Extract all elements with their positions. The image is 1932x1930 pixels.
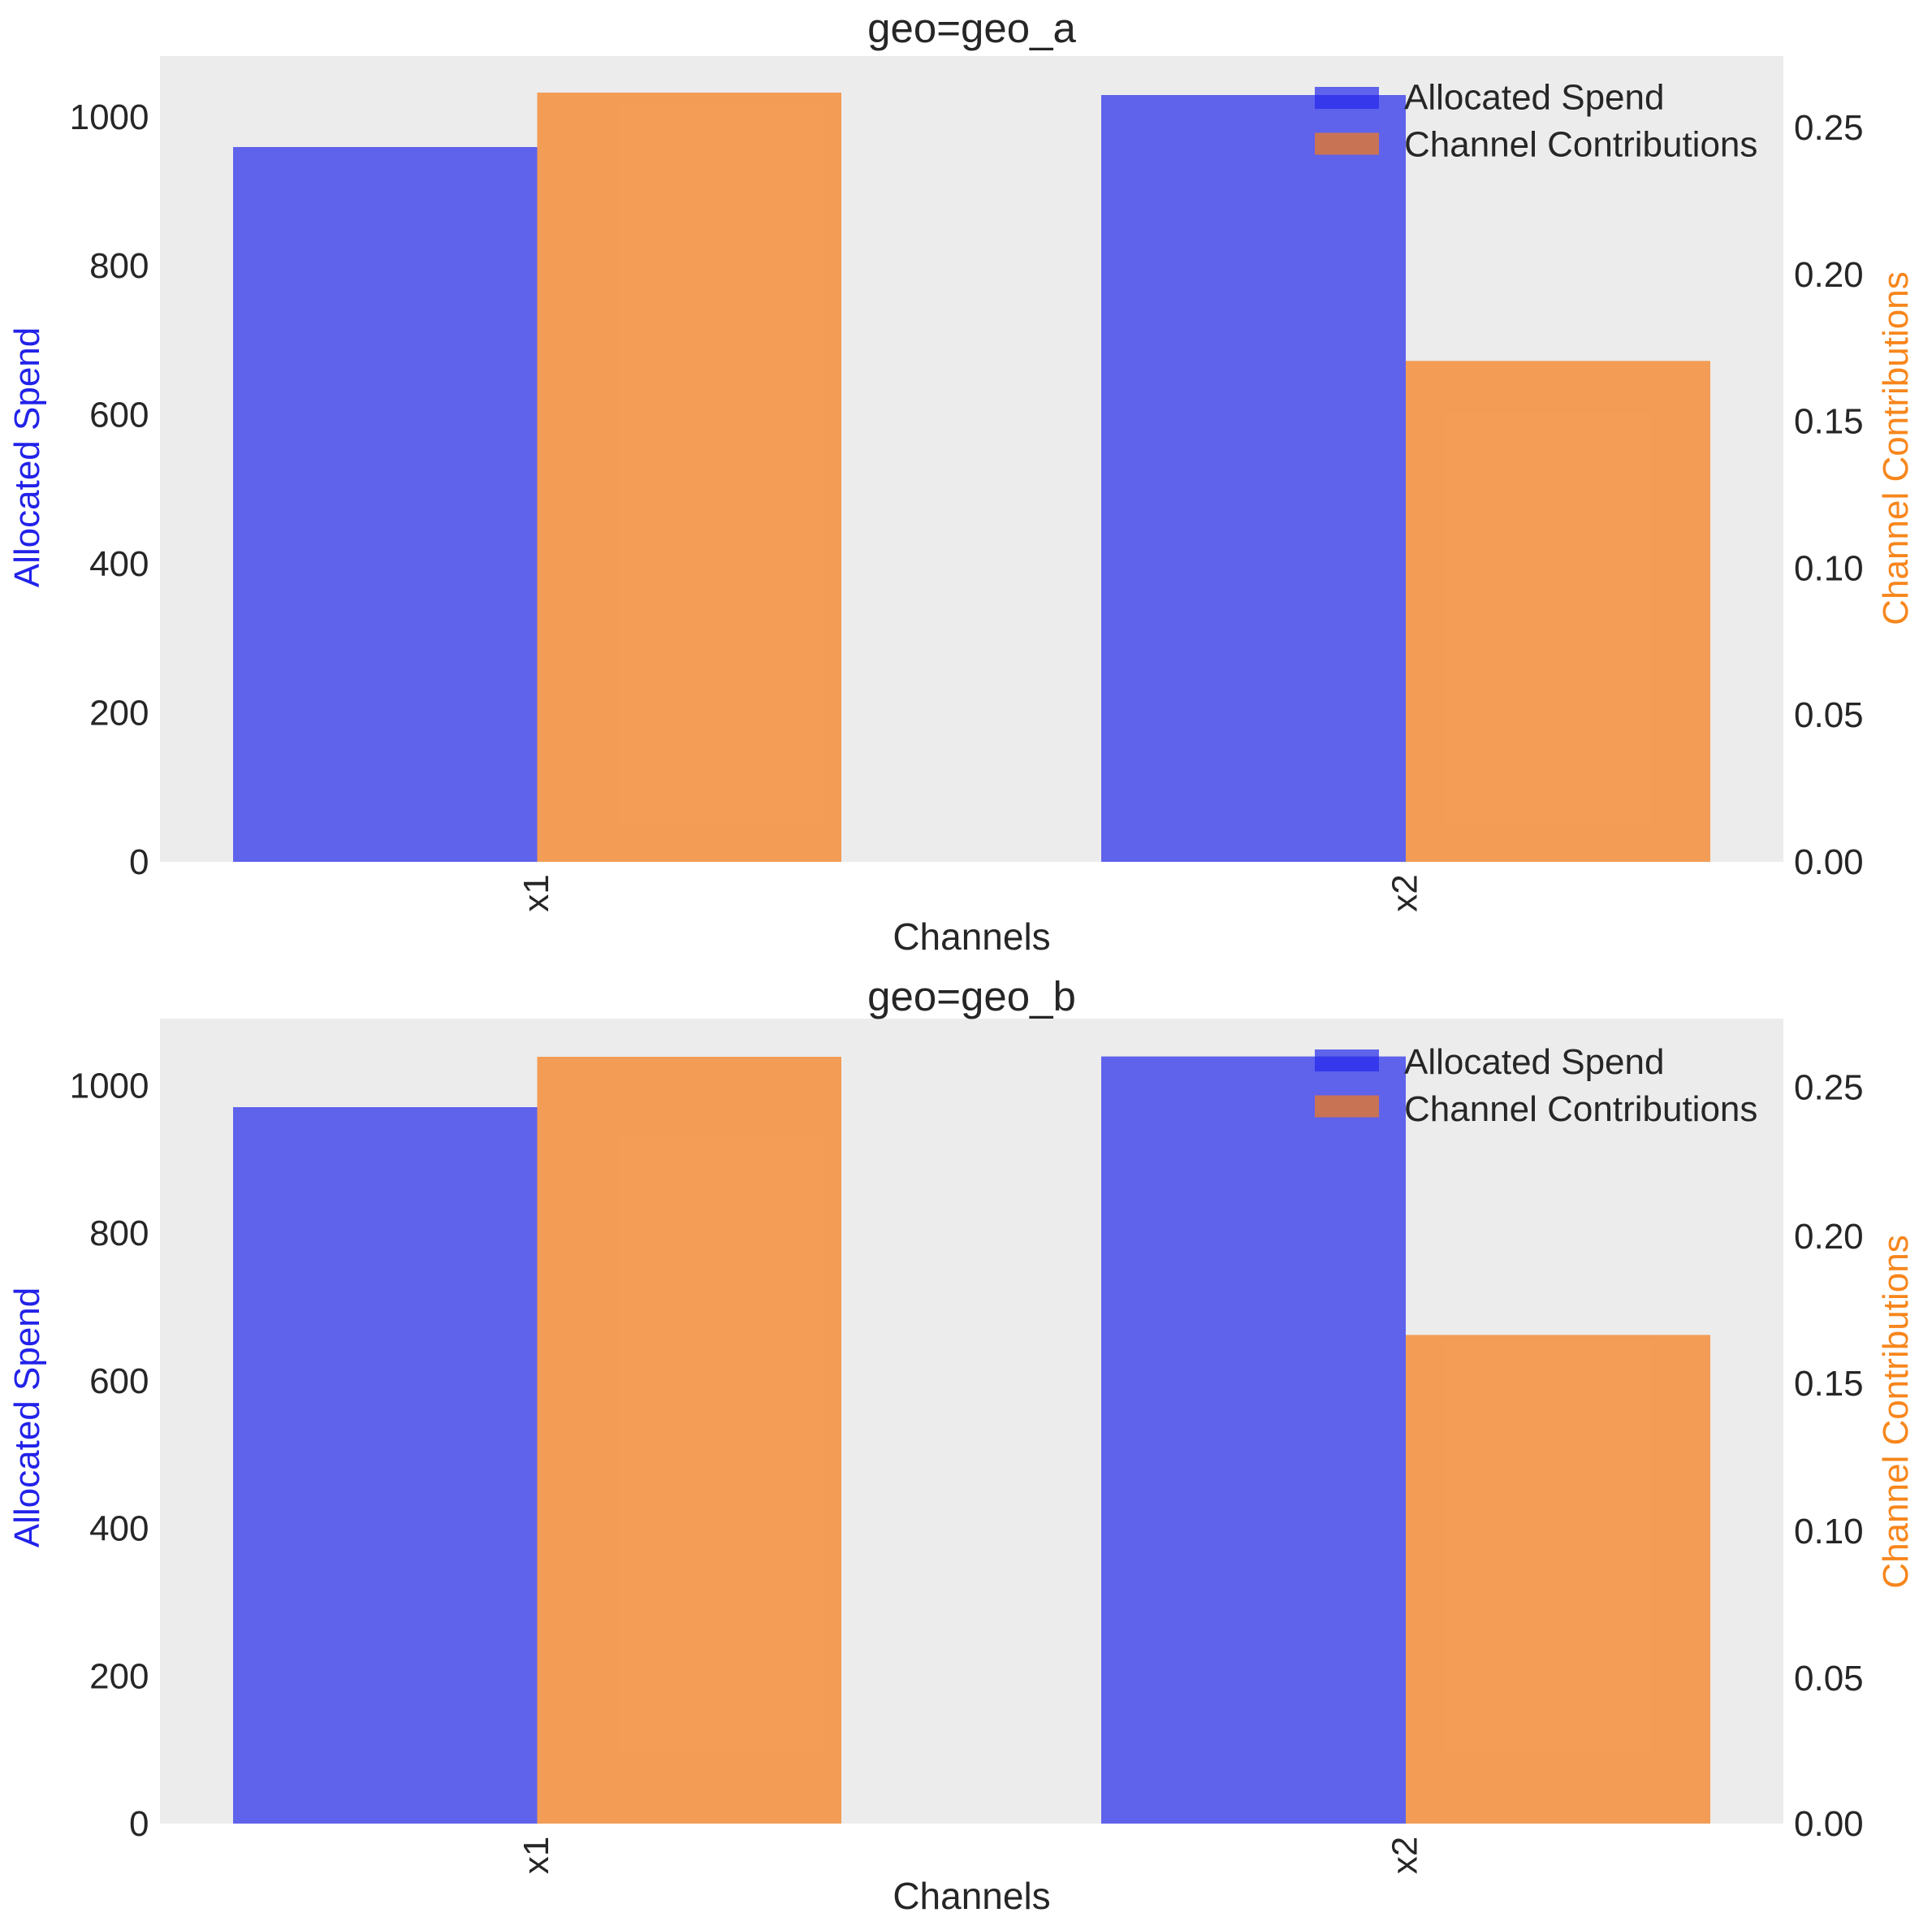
svg-text:0.05: 0.05 xyxy=(1794,1659,1864,1698)
svg-text:Channel Contributions: Channel Contributions xyxy=(1404,125,1757,165)
svg-text:400: 400 xyxy=(89,1509,149,1549)
svg-text:600: 600 xyxy=(89,396,149,435)
svg-text:Channels: Channels xyxy=(893,915,1050,958)
svg-text:Channel Contributions: Channel Contributions xyxy=(1876,271,1916,625)
svg-text:geo=geo_b: geo=geo_b xyxy=(867,973,1076,1019)
svg-text:Allocated Spend: Allocated Spend xyxy=(1404,78,1664,118)
svg-text:Allocated Spend: Allocated Spend xyxy=(7,1287,47,1547)
svg-text:0.15: 0.15 xyxy=(1794,1364,1864,1404)
svg-text:0.10: 0.10 xyxy=(1794,548,1864,588)
svg-text:0.00: 0.00 xyxy=(1794,1804,1864,1844)
svg-text:800: 800 xyxy=(89,1214,149,1253)
svg-text:Channel Contributions: Channel Contributions xyxy=(1876,1235,1916,1588)
svg-text:0.20: 0.20 xyxy=(1794,255,1864,295)
svg-text:0.20: 0.20 xyxy=(1794,1217,1864,1257)
svg-text:1000: 1000 xyxy=(70,97,149,137)
svg-text:400: 400 xyxy=(89,544,149,584)
svg-text:geo=geo_a: geo=geo_a xyxy=(867,5,1076,51)
svg-text:Channels: Channels xyxy=(893,1875,1050,1917)
svg-text:0.05: 0.05 xyxy=(1794,695,1864,735)
svg-text:Allocated Spend: Allocated Spend xyxy=(1404,1042,1664,1082)
svg-text:0.25: 0.25 xyxy=(1794,1068,1864,1108)
svg-text:Allocated Spend: Allocated Spend xyxy=(7,327,47,587)
svg-text:0.15: 0.15 xyxy=(1794,402,1864,442)
svg-text:x1: x1 xyxy=(516,1837,556,1874)
svg-text:600: 600 xyxy=(89,1361,149,1401)
svg-text:0.10: 0.10 xyxy=(1794,1512,1864,1551)
svg-text:x1: x1 xyxy=(516,874,556,911)
svg-text:Channel Contributions: Channel Contributions xyxy=(1404,1089,1757,1129)
svg-text:200: 200 xyxy=(89,694,149,733)
svg-text:0.25: 0.25 xyxy=(1794,108,1864,148)
svg-text:x2: x2 xyxy=(1385,874,1425,911)
svg-text:0.00: 0.00 xyxy=(1794,842,1864,882)
svg-text:x2: x2 xyxy=(1385,1837,1425,1874)
svg-text:800: 800 xyxy=(89,246,149,286)
svg-text:0: 0 xyxy=(129,1804,149,1844)
svg-text:0: 0 xyxy=(129,842,149,882)
svg-text:1000: 1000 xyxy=(70,1066,149,1106)
svg-text:200: 200 xyxy=(89,1656,149,1696)
